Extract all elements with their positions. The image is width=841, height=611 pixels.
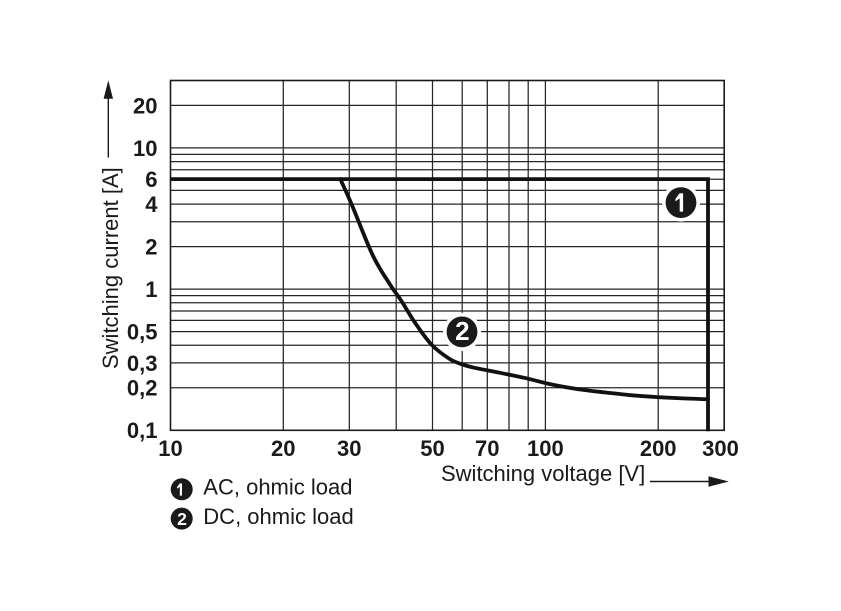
svg-text:0,1: 0,1 bbox=[127, 418, 158, 443]
svg-text:30: 30 bbox=[337, 436, 361, 461]
svg-text:50: 50 bbox=[420, 436, 444, 461]
svg-text:AC, ohmic load: AC, ohmic load bbox=[203, 475, 352, 500]
svg-text:20: 20 bbox=[271, 436, 295, 461]
svg-text:10: 10 bbox=[133, 136, 157, 161]
svg-text:2: 2 bbox=[145, 235, 157, 260]
svg-text:2: 2 bbox=[455, 316, 469, 346]
svg-text:6: 6 bbox=[145, 167, 157, 192]
svg-text:0,3: 0,3 bbox=[127, 351, 158, 376]
svg-text:20: 20 bbox=[133, 93, 157, 118]
svg-text:100: 100 bbox=[527, 436, 564, 461]
svg-text:1: 1 bbox=[145, 277, 157, 302]
svg-text:2: 2 bbox=[177, 509, 187, 529]
svg-text:4: 4 bbox=[145, 192, 158, 217]
svg-text:Switching current [A]: Switching current [A] bbox=[98, 167, 123, 369]
svg-text:70: 70 bbox=[475, 436, 499, 461]
svg-text:Switching voltage [V]: Switching voltage [V] bbox=[441, 461, 645, 486]
svg-text:300: 300 bbox=[702, 436, 739, 461]
svg-text:0,2: 0,2 bbox=[127, 376, 158, 401]
svg-text:200: 200 bbox=[640, 436, 677, 461]
svg-text:DC, ohmic load: DC, ohmic load bbox=[203, 504, 353, 529]
svg-text:0,5: 0,5 bbox=[127, 320, 158, 345]
svg-text:10: 10 bbox=[158, 436, 182, 461]
